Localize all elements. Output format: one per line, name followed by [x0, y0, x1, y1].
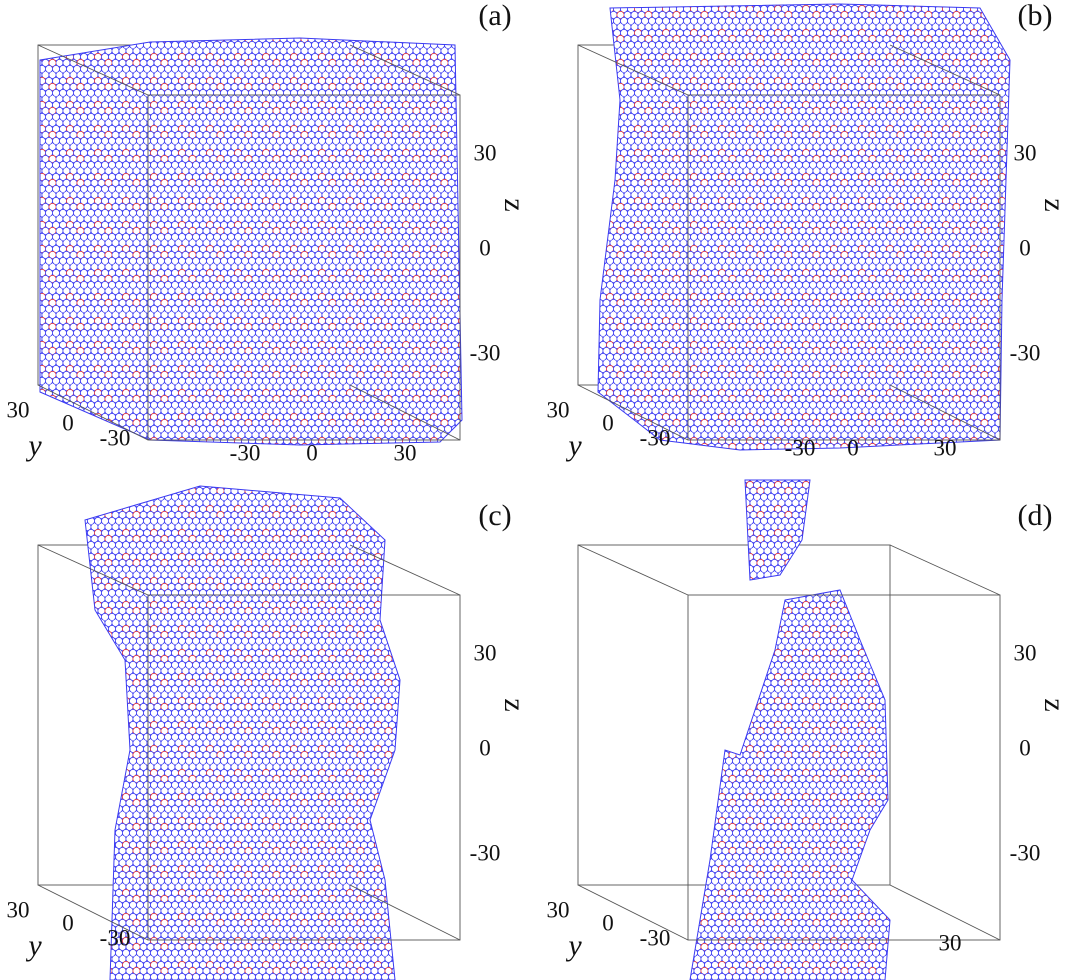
box-edge	[889, 384, 1001, 441]
y-tick-label: 0	[602, 410, 614, 435]
z-tick-label: -30	[470, 340, 501, 365]
box-edge	[889, 44, 1001, 96]
x-tick-label: 30	[939, 930, 962, 955]
z-axis-label: z	[498, 698, 531, 711]
box-edge	[577, 384, 689, 441]
y-tick-label: -30	[640, 425, 671, 450]
panel: (b) 30 0 -30 z 30 0 -30 y -30 0 30	[547, 0, 1072, 462]
panel: (a) 30 0 -30 z 30 0 -30 y -30 0 30	[7, 0, 532, 465]
y-tick-label: -30	[100, 425, 131, 450]
z-tick-label: -30	[470, 840, 501, 865]
x-tick-label: 30	[394, 440, 417, 465]
particle-cloud	[689, 589, 891, 980]
panel-label: (c)	[478, 499, 511, 532]
panel-label: (a)	[478, 0, 511, 32]
particle-cloud	[84, 485, 401, 980]
panel-label: (d)	[1018, 499, 1053, 532]
y-tick-label: 30	[547, 397, 570, 422]
y-tick-label: -30	[100, 925, 131, 950]
z-tick-label: 30	[1014, 140, 1037, 165]
box-edge	[349, 384, 461, 441]
box-front	[687, 94, 1001, 441]
y-tick-label: -30	[640, 925, 671, 950]
y-axis-label: y	[25, 429, 42, 462]
z-tick-label: 30	[474, 640, 497, 665]
y-tick-label: 30	[547, 897, 570, 922]
x-tick-label: 0	[847, 435, 859, 460]
z-tick-label: -30	[1010, 840, 1041, 865]
z-tick-label: -30	[1010, 340, 1041, 365]
z-tick-label: 30	[1014, 640, 1037, 665]
y-axis-label: y	[25, 929, 42, 962]
box-front	[147, 94, 461, 441]
panel-label: (b)	[1018, 0, 1053, 32]
particle-cloud	[39, 37, 463, 446]
x-tick-label: -30	[785, 435, 816, 460]
box-front	[147, 594, 461, 941]
panel: (d) 30 0 -30 z 30 0 -30 y 30	[547, 479, 1071, 980]
particle-cloud	[597, 3, 1011, 451]
z-axis-label: z	[1038, 698, 1071, 711]
box-front	[687, 594, 1001, 941]
y-axis-label: y	[565, 429, 582, 462]
y-tick-label: 0	[62, 410, 74, 435]
z-axis-label: z	[1038, 198, 1071, 211]
z-tick-label: 30	[474, 140, 497, 165]
box-edge	[577, 884, 689, 941]
x-tick-label: -30	[230, 440, 261, 465]
box-edge	[889, 884, 1001, 941]
box-edge	[349, 44, 461, 96]
box-edge	[349, 884, 461, 941]
y-tick-label: 0	[62, 910, 74, 935]
box-edge	[37, 544, 149, 596]
y-tick-label: 30	[7, 897, 30, 922]
z-axis-label: z	[498, 198, 531, 211]
z-tick-label: 0	[479, 735, 491, 760]
box-edge	[349, 544, 461, 596]
y-tick-label: 30	[7, 397, 30, 422]
box-edge	[577, 544, 689, 596]
box-edge	[577, 44, 689, 96]
box-edge	[889, 544, 1001, 596]
particle-cloud	[744, 479, 811, 581]
z-tick-label: 0	[1019, 735, 1031, 760]
panel: (c) 30 0 -30 z 30 0 -30 y	[7, 485, 531, 980]
box-edge	[37, 384, 149, 441]
y-tick-label: 0	[602, 910, 614, 935]
z-tick-label: 0	[479, 235, 491, 260]
box-edge	[37, 44, 149, 96]
y-axis-label: y	[565, 929, 582, 962]
x-tick-label: 30	[934, 435, 957, 460]
x-tick-label: 0	[306, 440, 318, 465]
z-tick-label: 0	[1019, 235, 1031, 260]
box-edge	[37, 884, 149, 941]
